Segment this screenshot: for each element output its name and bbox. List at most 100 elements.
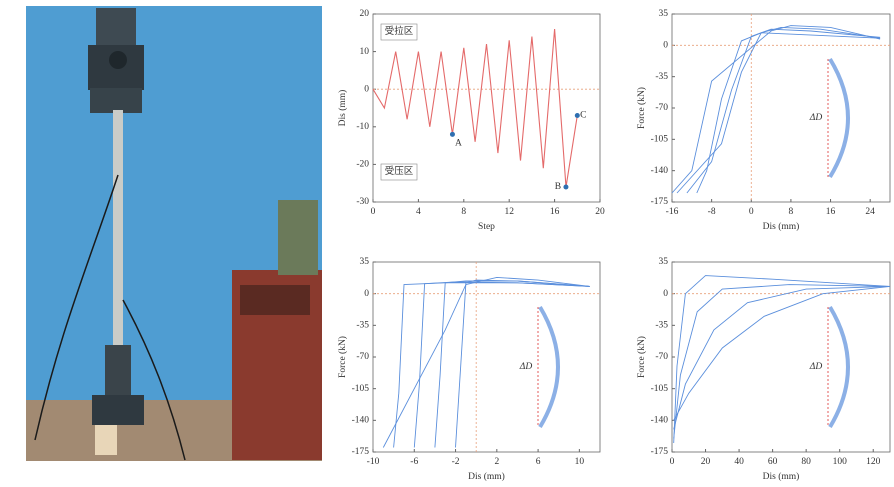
x-tick-label: 8 [789, 207, 794, 217]
hysteresis-curve [382, 276, 590, 448]
photo [26, 6, 322, 461]
hysteresis-curve [673, 284, 891, 439]
x-axis-label: Dis (mm) [763, 221, 800, 232]
y-tick-label: 10 [360, 47, 370, 57]
data-line [372, 28, 578, 188]
photo-column [113, 110, 123, 350]
inset-label: ΔD [809, 362, 823, 372]
y-tick-label: -35 [655, 72, 668, 82]
hysteresis-curve [696, 32, 881, 194]
x-axis-label: Dis (mm) [763, 471, 800, 482]
y-axis-label: Force (kN) [337, 336, 348, 378]
point-label: C [580, 111, 586, 121]
inset-member [828, 305, 850, 429]
plot-frame [671, 13, 891, 203]
x-tick-label: 10 [575, 457, 585, 467]
point-label: B [555, 182, 561, 192]
hysteresis-curve [673, 285, 891, 421]
photo-top-grip [96, 8, 136, 48]
annotation-box [380, 163, 418, 181]
y-tick-label: -140 [352, 416, 370, 426]
y-tick-label: 35 [659, 257, 669, 267]
x-tick-label: 20 [595, 207, 605, 217]
y-tick-label: 0 [364, 289, 369, 299]
x-tick-label: -10 [367, 457, 380, 467]
point-marker [449, 131, 455, 137]
y-tick-label: -105 [651, 384, 669, 394]
inset-member [538, 305, 560, 429]
y-tick-label: 35 [360, 257, 370, 267]
inset-diagram: ΔD [519, 305, 560, 429]
x-tick-label: 40 [734, 457, 744, 467]
x-tick-label: 16 [826, 207, 836, 217]
hysteresis-curve [434, 280, 590, 448]
hysteresis-curve [673, 285, 891, 430]
photo-wire [34, 174, 119, 441]
photo-base [92, 395, 144, 425]
x-tick-label: 120 [866, 457, 881, 467]
x-tick-label: 12 [504, 207, 514, 217]
y-tick-label: -30 [356, 197, 369, 207]
hysteresis-curve [686, 28, 881, 194]
x-tick-label: -2 [452, 457, 460, 467]
x-tick-label: 0 [371, 207, 376, 217]
y-tick-label: -20 [356, 160, 369, 170]
photo-spool [95, 425, 117, 455]
x-tick-label: -16 [666, 207, 679, 217]
y-axis-label: Force (kN) [636, 336, 647, 378]
photo-bottom-fixture [105, 345, 131, 400]
photo-machine-part [240, 285, 310, 315]
point-marker [563, 184, 569, 190]
inset-label: ΔD [519, 362, 533, 372]
x-tick-label: 8 [461, 207, 466, 217]
x-tick-label: 0 [670, 457, 675, 467]
annotation: 受压区 [385, 165, 414, 177]
x-tick-label: 2 [494, 457, 499, 467]
y-tick-label: -105 [651, 135, 669, 145]
y-tick-label: 20 [360, 9, 370, 19]
inset-diagram: ΔD [809, 57, 850, 179]
chart: 0 4 8 12 16 20 -30 -20 -10 0 10 20 Step Dis (mm) A B C 受拉… [337, 9, 605, 232]
y-tick-label: -175 [651, 447, 669, 457]
plot-frame [372, 261, 601, 453]
x-tick-label: 20 [701, 457, 711, 467]
inset-diagram: ΔD [809, 305, 850, 429]
y-tick-label: -105 [352, 384, 370, 394]
x-axis-label: Step [478, 222, 495, 232]
chart: -10 -6 -2 2 6 10 -175 -140 -105 -70 -35 0 35 Dis (mm)… [337, 257, 601, 482]
x-tick-label: 80 [801, 457, 811, 467]
y-tick-label: -140 [651, 416, 669, 426]
x-axis-label: Dis (mm) [468, 471, 505, 482]
photo-hinge [109, 51, 127, 69]
y-tick-label: -35 [356, 321, 369, 331]
y-tick-label: -70 [655, 352, 668, 362]
inset-member [828, 57, 850, 179]
photo-wire [122, 299, 186, 461]
photo-block [90, 88, 142, 113]
inset-label: ΔD [809, 113, 823, 123]
x-tick-label: -8 [708, 207, 716, 217]
plot-frame [671, 261, 891, 453]
y-tick-label: -175 [352, 447, 370, 457]
x-tick-label: 6 [536, 457, 541, 467]
y-tick-label: -140 [651, 166, 669, 176]
chart: 0 20 40 60 80 100 120 -175 -140 -105 -70 -35 0 35 Dis … [636, 257, 891, 482]
x-tick-label: 60 [768, 457, 778, 467]
y-tick-label: -70 [356, 352, 369, 362]
hysteresis-curve [676, 26, 881, 194]
chart: -16 -8 0 8 16 24 -175 -140 -105 -70 -35 0 35 Dis (mm)… [636, 9, 891, 232]
x-tick-label: 16 [550, 207, 560, 217]
y-tick-label: 35 [659, 9, 669, 19]
point-marker [574, 113, 580, 119]
x-tick-label: 100 [833, 457, 848, 467]
y-tick-label: -10 [356, 122, 369, 132]
x-tick-label: 24 [865, 207, 875, 217]
hysteresis-curve [673, 275, 891, 444]
annotation: 受拉区 [385, 25, 414, 37]
y-tick-label: 0 [663, 289, 668, 299]
y-axis-label: Dis (mm) [337, 90, 348, 127]
y-axis-label: Force (kN) [636, 87, 647, 129]
plot-frame [372, 13, 601, 203]
